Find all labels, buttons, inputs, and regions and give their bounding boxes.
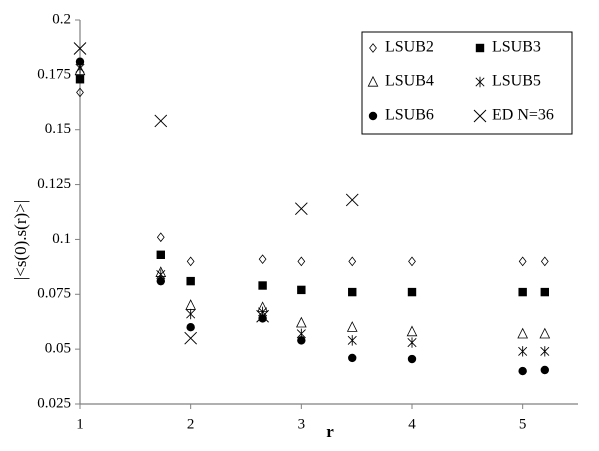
point bbox=[297, 336, 306, 345]
legend-label: LSUB4 bbox=[385, 73, 434, 90]
point bbox=[258, 314, 267, 323]
point bbox=[154, 114, 168, 128]
point bbox=[186, 276, 195, 286]
legend-label: ED N=36 bbox=[492, 107, 554, 124]
point bbox=[297, 285, 306, 295]
point bbox=[295, 316, 307, 328]
point bbox=[540, 287, 549, 297]
point bbox=[258, 281, 267, 290]
point bbox=[76, 87, 84, 98]
point bbox=[407, 354, 417, 364]
point bbox=[347, 335, 357, 346]
point bbox=[75, 57, 85, 66]
point bbox=[185, 299, 197, 310]
point bbox=[186, 256, 195, 267]
y-tick-label: 0.1 bbox=[52, 231, 71, 247]
point bbox=[186, 323, 195, 332]
point bbox=[518, 256, 527, 267]
point bbox=[346, 321, 358, 332]
legend-box bbox=[361, 31, 573, 135]
x-tick-label: 5 bbox=[519, 416, 527, 432]
y-tick-label: 0.175 bbox=[37, 66, 71, 82]
x-tick-label: 3 bbox=[298, 416, 306, 432]
point bbox=[156, 232, 165, 243]
point bbox=[186, 308, 196, 320]
point bbox=[518, 287, 527, 297]
x-axis-label: r bbox=[326, 422, 334, 441]
legend-marker bbox=[475, 43, 485, 53]
x-tick-label: 1 bbox=[76, 416, 84, 432]
point bbox=[184, 331, 198, 345]
point bbox=[294, 202, 308, 216]
point bbox=[74, 64, 86, 76]
legend-marker bbox=[473, 109, 487, 123]
point bbox=[540, 346, 550, 357]
point bbox=[517, 327, 529, 339]
point bbox=[258, 254, 267, 265]
point bbox=[345, 193, 359, 207]
point bbox=[518, 346, 528, 357]
legend-label: LSUB3 bbox=[492, 39, 541, 56]
point bbox=[540, 365, 549, 375]
point bbox=[348, 256, 357, 267]
point bbox=[156, 276, 165, 286]
point bbox=[408, 256, 416, 267]
legend-marker bbox=[367, 75, 379, 87]
point bbox=[518, 366, 527, 376]
point bbox=[348, 287, 357, 297]
point bbox=[406, 325, 418, 337]
legend-label: LSUB6 bbox=[385, 107, 434, 124]
y-tick-label: 0.075 bbox=[37, 286, 71, 302]
y-tick-label: 0.2 bbox=[52, 11, 71, 27]
legend-label: LSUB5 bbox=[492, 73, 541, 90]
point bbox=[407, 337, 417, 348]
legend-marker bbox=[368, 111, 378, 121]
y-axis-label: |<s(0).s(r)>| bbox=[11, 200, 30, 280]
x-tick-label: 2 bbox=[187, 416, 195, 432]
legend-label: LSUB2 bbox=[385, 39, 434, 56]
point bbox=[539, 327, 551, 339]
y-tick-label: 0.05 bbox=[45, 341, 71, 357]
y-tick-label: 0.15 bbox=[45, 121, 71, 137]
legend-marker bbox=[369, 43, 377, 53]
y-tick-label: 0.025 bbox=[37, 395, 71, 411]
point bbox=[75, 75, 85, 84]
point bbox=[540, 256, 549, 267]
legend-marker bbox=[475, 76, 485, 88]
x-tick-label: 4 bbox=[408, 416, 416, 432]
point bbox=[297, 256, 306, 267]
point bbox=[156, 250, 165, 259]
point bbox=[73, 42, 87, 55]
point bbox=[256, 309, 269, 323]
point bbox=[407, 287, 417, 297]
y-tick-label: 0.125 bbox=[37, 176, 71, 192]
point bbox=[348, 353, 357, 363]
